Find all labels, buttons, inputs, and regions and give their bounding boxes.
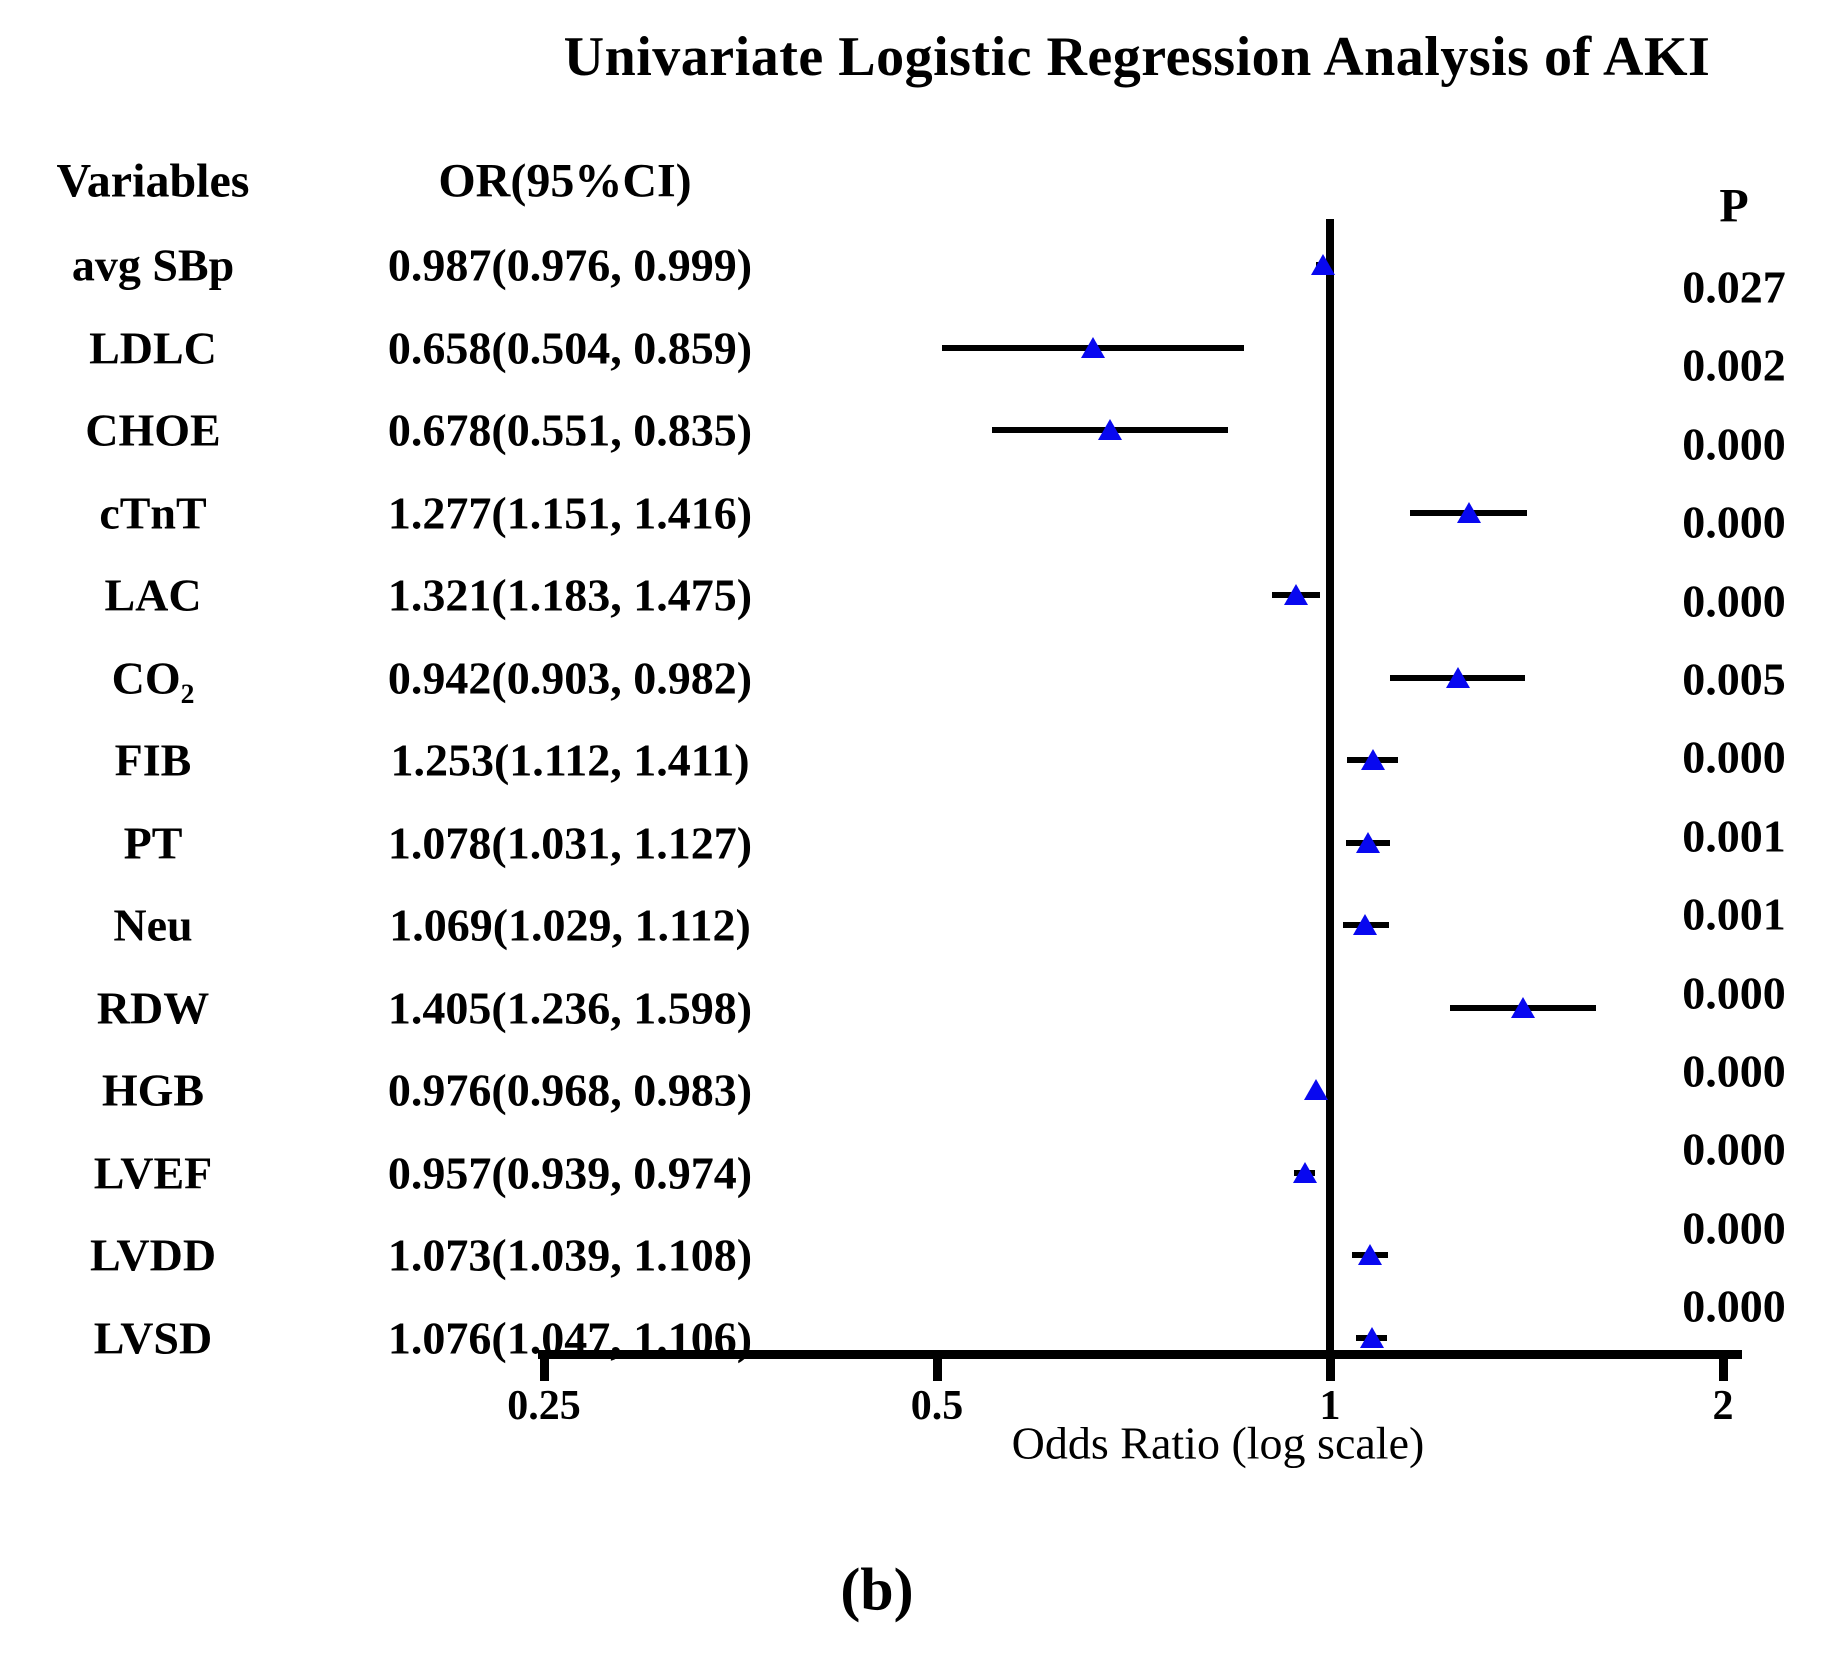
odds-ratio-triangle-marker	[1456, 501, 1481, 523]
row-or-ci-value: 0.678(0.551, 0.835)	[387, 404, 753, 456]
row-or-ci-value: 0.942(0.903, 0.982)	[387, 652, 753, 703]
odds-ratio-triangle-marker	[1510, 996, 1535, 1018]
row-variable-label: LDLC	[89, 322, 217, 373]
row-p-value: 0.000	[1682, 1202, 1786, 1254]
odds-ratio-triangle-marker	[1353, 914, 1378, 935]
x-axis-tick	[539, 1359, 549, 1381]
row-p-value: 0.000	[1682, 1280, 1786, 1332]
x-axis-tick	[932, 1359, 942, 1381]
row-variable-label: Neu	[113, 899, 193, 951]
panel-label: (b)	[840, 1556, 914, 1623]
row-p-value: 0.000	[1682, 575, 1786, 627]
row-p-value: 0.000	[1682, 1045, 1786, 1097]
column-header-variables: Variables	[56, 154, 250, 208]
row-or-ci-value: 0.976(0.968, 0.983)	[387, 1064, 753, 1116]
odds-ratio-triangle-marker	[1284, 584, 1309, 605]
row-p-value: 0.000	[1682, 418, 1786, 470]
row-or-ci-value: 0.658(0.504, 0.859)	[387, 322, 753, 373]
row-variable-label: LVSD	[93, 1312, 213, 1363]
row-or-ci-value: 1.069(1.029, 1.112)	[389, 899, 751, 951]
chart-title: Univariate Logistic Regression Analysis …	[563, 26, 1711, 88]
odds-ratio-triangle-marker	[1304, 1079, 1329, 1100]
x-axis-tick-label: 2	[1712, 1383, 1734, 1429]
row-p-value: 0.000	[1682, 496, 1786, 548]
row-p-value: 0.001	[1682, 888, 1786, 940]
row-variable-label: LAC	[104, 569, 202, 621]
row-or-ci-value: 1.321(1.183, 1.475)	[387, 569, 753, 621]
reference-line-or-1	[1326, 219, 1334, 1355]
row-variable-label: CHOE	[85, 404, 221, 456]
row-p-value: 0.001	[1682, 810, 1786, 862]
odds-ratio-triangle-marker	[1359, 1326, 1384, 1348]
row-or-ci-value: 0.957(0.939, 0.974)	[387, 1147, 753, 1198]
column-header-p: P	[1719, 179, 1749, 233]
row-variable-label: RDW	[96, 982, 210, 1033]
odds-ratio-triangle-marker	[1097, 419, 1122, 440]
row-variable-label: avg SBp	[71, 239, 235, 291]
odds-ratio-triangle-marker	[1355, 831, 1380, 853]
odds-ratio-triangle-marker	[1357, 1244, 1382, 1265]
odds-ratio-triangle-marker	[1080, 336, 1105, 358]
row-or-ci-value: 0.987(0.976, 0.999)	[387, 239, 753, 291]
x-axis-tick	[1325, 1359, 1335, 1381]
x-axis-line	[538, 1350, 1742, 1359]
row-variable-label: LVDD	[89, 1229, 217, 1281]
odds-ratio-triangle-marker	[1293, 1161, 1318, 1183]
row-variable-label: HGB	[101, 1064, 205, 1116]
x-axis-tick-label: 1	[1319, 1383, 1341, 1429]
row-p-value: 0.000	[1682, 1123, 1786, 1175]
row-variable-label: cTnT	[99, 487, 207, 538]
row-p-value: 0.000	[1682, 731, 1786, 783]
x-axis-title: Odds Ratio (log scale)	[1011, 1417, 1425, 1469]
row-p-value: 0.005	[1682, 653, 1786, 705]
column-header-or-ci: OR(95%CI)	[438, 154, 692, 208]
x-axis-tick-label: 0.5	[910, 1383, 964, 1429]
odds-ratio-triangle-marker	[1445, 666, 1470, 688]
row-p-value: 0.002	[1682, 339, 1786, 391]
row-variable-label: PT	[123, 817, 183, 868]
row-or-ci-value: 1.277(1.151, 1.416)	[387, 487, 753, 538]
row-variable-label: LVEF	[93, 1147, 213, 1198]
row-or-ci-value: 1.253(1.112, 1.411)	[390, 734, 750, 786]
row-or-ci-value: 1.076(1.047, 1.106)	[387, 1312, 753, 1363]
row-variable-label: FIB	[114, 734, 192, 786]
odds-ratio-triangle-marker	[1310, 254, 1335, 275]
row-variable-label: CO₂	[111, 652, 195, 703]
odds-ratio-triangle-marker	[1360, 749, 1385, 770]
row-or-ci-value: 1.405(1.236, 1.598)	[387, 982, 753, 1033]
row-or-ci-value: 1.078(1.031, 1.127)	[387, 817, 753, 868]
row-p-value: 0.027	[1682, 261, 1786, 313]
x-axis-tick-label: 0.25	[507, 1383, 581, 1429]
row-or-ci-value: 1.073(1.039, 1.108)	[387, 1229, 753, 1281]
x-axis-tick	[1718, 1359, 1728, 1381]
row-p-value: 0.000	[1682, 967, 1786, 1019]
